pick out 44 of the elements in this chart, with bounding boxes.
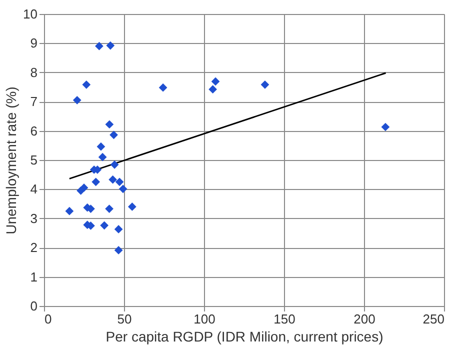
point [95, 42, 104, 50]
point [128, 202, 136, 211]
y-tick-label: 1 [30, 269, 38, 284]
y-tick-label: 5 [30, 152, 38, 168]
y-tick-label: 9 [30, 36, 38, 51]
point [114, 246, 123, 254]
point [108, 175, 117, 184]
point [260, 80, 270, 89]
y-tick-label: 8 [30, 64, 38, 80]
point [110, 130, 118, 140]
point [105, 204, 114, 213]
point [115, 178, 124, 186]
point [211, 77, 220, 86]
point [105, 120, 114, 129]
point [82, 80, 91, 89]
point [72, 96, 82, 104]
y-tick-label: 6 [30, 123, 38, 138]
x-tick-label: 0 [44, 312, 52, 326]
point [96, 142, 106, 151]
y-tick-label: 7 [30, 94, 38, 110]
point [114, 225, 123, 234]
x-tick-label: 50 [117, 312, 132, 326]
x-tick-label: 100 [194, 312, 216, 326]
point [118, 184, 128, 194]
point [381, 122, 390, 132]
point [208, 85, 217, 94]
y-tick-label: 0 [30, 298, 38, 314]
point [65, 206, 74, 216]
point [100, 221, 109, 230]
x-tick-label: 200 [354, 312, 376, 326]
point [158, 83, 168, 92]
y-tick-label: 10 [23, 6, 38, 22]
point [106, 41, 115, 50]
y-tick-label: 3 [30, 210, 38, 226]
x-tick-label: 250 [422, 312, 444, 326]
x-axis-title: Per capita RGDP (IDR Milion, current prices) [106, 328, 384, 344]
point [98, 152, 107, 162]
x-tick-label: 150 [274, 312, 296, 326]
point [110, 160, 119, 169]
y-tick-label: 2 [30, 240, 38, 256]
point [80, 184, 88, 192]
point [92, 178, 100, 186]
y-axis-title: Unemployment rate (%) [3, 86, 20, 234]
y-tick-label: 4 [30, 182, 38, 197]
